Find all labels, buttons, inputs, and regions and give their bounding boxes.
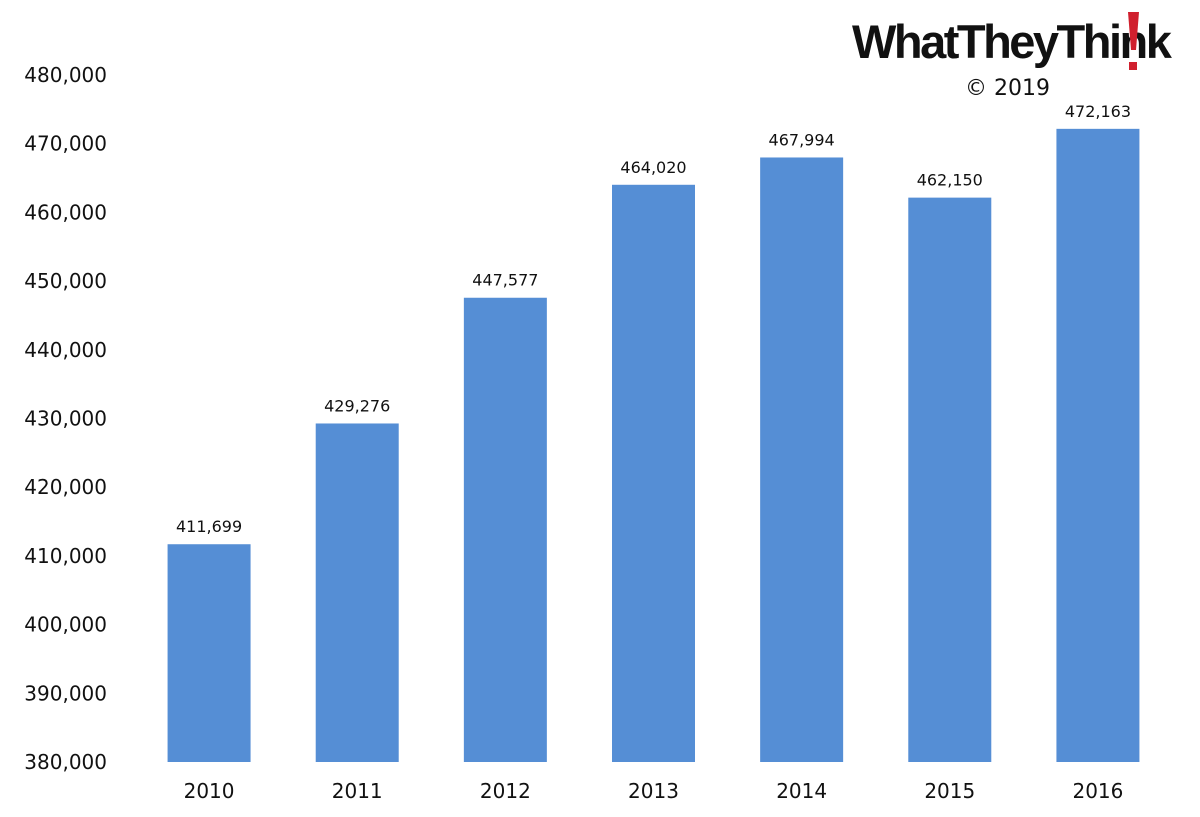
x-tick-label: 2012 <box>480 779 531 803</box>
x-axis: 2010 2011 2012 2013 2014 2015 2016 <box>184 779 1124 803</box>
y-tick-label: 460,000 <box>24 200 107 224</box>
bar-2014 <box>760 157 844 763</box>
exclamation-mark-icon <box>1128 12 1139 70</box>
y-tick-label: 420,000 <box>24 475 107 499</box>
x-tick-label: 2016 <box>1072 779 1123 803</box>
data-label-2011: 429,276 <box>324 396 390 415</box>
data-label-2015: 462,150 <box>917 171 983 190</box>
y-tick-label: 410,000 <box>24 544 107 568</box>
y-tick-label: 380,000 <box>24 750 107 774</box>
y-tick-label: 450,000 <box>24 269 107 293</box>
bars <box>167 128 1140 763</box>
y-tick-label: 390,000 <box>24 681 107 705</box>
bar-2015 <box>908 197 992 762</box>
bar-2012 <box>463 297 547 762</box>
y-tick-label: 400,000 <box>24 613 107 637</box>
logo-wordmark: WhatTheyThink <box>852 15 1173 68</box>
y-axis: 380,000 390,000 400,000 410,000 420,000 430,0… <box>24 63 107 774</box>
x-tick-label: 2014 <box>776 779 827 803</box>
bar-2010 <box>167 544 251 762</box>
data-label-2016: 472,163 <box>1065 102 1131 121</box>
x-tick-label: 2011 <box>332 779 383 803</box>
data-label-2014: 467,994 <box>769 130 835 149</box>
bar-2011 <box>315 423 399 762</box>
data-label-2012: 447,577 <box>472 271 538 290</box>
data-label-2013: 464,020 <box>620 158 686 177</box>
whattheythink-logo: WhatTheyThink <box>852 12 1175 70</box>
data-labels: 411,699 429,276 447,577 464,020 467,994 462,1… <box>176 102 1131 536</box>
y-tick-label: 440,000 <box>24 338 107 362</box>
y-tick-label: 480,000 <box>24 63 107 87</box>
copyright-notice: © 2019 <box>965 76 1050 101</box>
bar-2013 <box>612 184 695 762</box>
bar-2016 <box>1056 128 1140 762</box>
data-label-2010: 411,699 <box>176 517 242 536</box>
x-tick-label: 2010 <box>184 779 235 803</box>
y-tick-label: 430,000 <box>24 407 107 431</box>
y-tick-label: 470,000 <box>24 132 107 156</box>
x-tick-label: 2013 <box>628 779 679 803</box>
x-tick-label: 2015 <box>924 779 975 803</box>
